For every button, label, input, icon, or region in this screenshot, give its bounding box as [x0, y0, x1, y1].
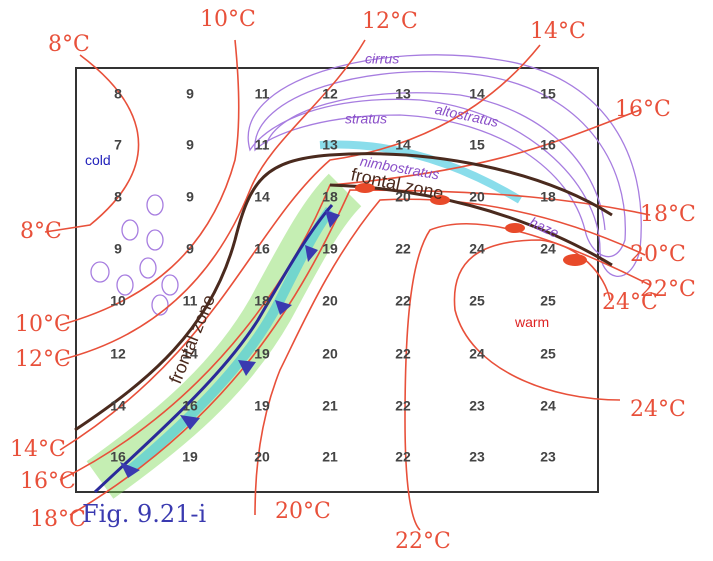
- grid-value: 20: [322, 346, 338, 362]
- grid-value: 11: [255, 86, 270, 102]
- isotherm-label: 14°C: [10, 437, 66, 462]
- grid-value: 20: [254, 449, 270, 465]
- isotherm-label: 20°C: [630, 242, 686, 267]
- grid-value: 22: [395, 241, 411, 257]
- grid-value: 19: [322, 241, 338, 257]
- grid-value: 8: [114, 189, 122, 205]
- grid-value: 16: [254, 241, 270, 257]
- grid-value: 23: [469, 398, 485, 414]
- cloud-label: haze: [527, 214, 561, 241]
- grid-value: 13: [395, 86, 411, 102]
- grid-value: 19: [182, 449, 198, 465]
- grid-value: 16: [110, 449, 126, 465]
- grid-value: 8: [114, 86, 122, 102]
- grid-value: 16: [182, 398, 198, 414]
- cloud-label: stratus: [345, 111, 387, 127]
- weather-map: 8 9 11 12 13 14 15 7 9 11 13 14 15 16 8 9 14 18 20 20 18 9 9 16…: [0, 0, 713, 561]
- isotherm-label: 20°C: [275, 499, 331, 524]
- isotherm-label: 24°C: [630, 397, 686, 422]
- isotherm-label: 18°C: [640, 202, 696, 227]
- grid-value: 15: [469, 137, 485, 153]
- grid-value: 24: [469, 241, 485, 257]
- grid-value: 23: [540, 449, 556, 465]
- grid-value: 21: [322, 449, 338, 465]
- grid-value: 16: [540, 137, 556, 153]
- grid-value: 14: [395, 137, 411, 153]
- grid-value: 11: [255, 137, 270, 153]
- grid-value: 21: [322, 398, 338, 414]
- grid-value: 7: [114, 137, 122, 153]
- grid-value: 22: [395, 449, 411, 465]
- isotherm-label: 16°C: [20, 469, 76, 494]
- grid-value: 14: [110, 398, 126, 414]
- grid-value: 14: [254, 189, 270, 205]
- grid-value: 24: [540, 398, 556, 414]
- grid-value: 23: [469, 449, 485, 465]
- grid-value: 22: [395, 346, 411, 362]
- grid-value: 24: [540, 241, 556, 257]
- warm-label: warm: [514, 314, 549, 330]
- cold-label: cold: [85, 152, 111, 168]
- grid-value: 25: [540, 346, 556, 362]
- isotherm-label: 14°C: [530, 19, 586, 44]
- isotherm-label: 8°C: [20, 219, 62, 244]
- grid-value: 15: [540, 86, 556, 102]
- isotherm-label: 10°C: [15, 312, 71, 337]
- isotherm-label: 16°C: [615, 97, 671, 122]
- grid-value: 9: [186, 241, 194, 257]
- grid-value: 22: [395, 293, 411, 309]
- grid-value: 9: [114, 241, 122, 257]
- isotherm-label: 10°C: [200, 7, 256, 32]
- grid-value: 9: [186, 137, 194, 153]
- isotherm-label: 12°C: [362, 9, 418, 34]
- grid-value: 14: [469, 86, 485, 102]
- grid-value: 18: [322, 189, 338, 205]
- grid-value: 18: [254, 293, 270, 309]
- grid-value: 9: [186, 189, 194, 205]
- isotherm-label: 18°C: [30, 507, 86, 532]
- grid-value: 12: [322, 86, 338, 102]
- grid-value: 24: [469, 346, 485, 362]
- cloud-label: cirrus: [365, 51, 399, 67]
- grid-value: 20: [322, 293, 338, 309]
- grid-value: 9: [186, 86, 194, 102]
- grid-value: 12: [110, 346, 126, 362]
- grid-value: 25: [469, 293, 485, 309]
- isotherm-label: 12°C: [15, 347, 71, 372]
- grid-value: 19: [254, 346, 270, 362]
- isotherm-label: 8°C: [48, 32, 90, 57]
- isotherm-label: 24°C: [602, 290, 658, 315]
- isotherm-label: 22°C: [395, 529, 451, 554]
- grid-value: 25: [540, 293, 556, 309]
- figure-label: Fig. 9.21-i: [82, 500, 206, 528]
- grid-value: 10: [110, 293, 126, 309]
- grid-value: 13: [322, 137, 338, 153]
- grid-value: 18: [540, 189, 556, 205]
- grid-value: 22: [395, 398, 411, 414]
- grid-value: 20: [469, 189, 485, 205]
- grid-value: 19: [254, 398, 270, 414]
